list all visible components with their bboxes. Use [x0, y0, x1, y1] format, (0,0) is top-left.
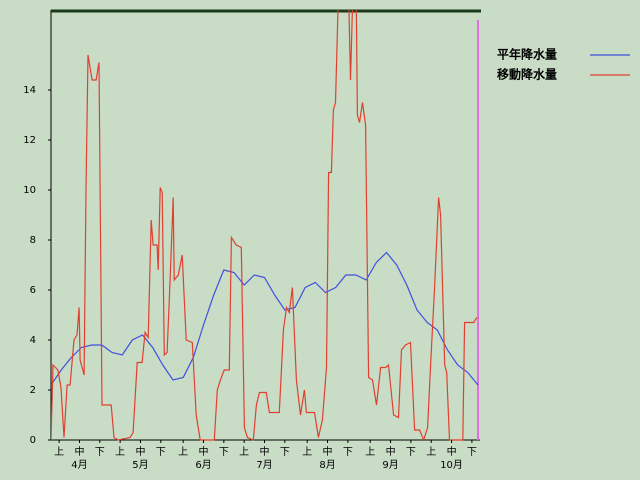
x-tick-label: 中: [447, 445, 457, 458]
y-tick-label: 12: [23, 135, 36, 146]
x-tick-label: 下: [406, 447, 416, 458]
y-tick-label: 4: [30, 335, 36, 346]
series-line: [51, 10, 478, 442]
x-tick-label: 中: [199, 445, 209, 458]
month-label: 9月: [382, 459, 398, 471]
x-tick-label: 上: [239, 446, 249, 458]
y-tick-label: 2: [30, 385, 36, 396]
month-label: 7月: [256, 459, 272, 471]
y-tick-label: 6: [30, 285, 36, 296]
x-tick-label: 上: [302, 446, 312, 458]
x-tick-label: 下: [219, 447, 229, 458]
x-tick-label: 下: [343, 447, 353, 458]
x-tick-label: 上: [54, 446, 64, 458]
x-tick-label: 中: [260, 445, 270, 458]
month-label: 6月: [195, 459, 211, 471]
x-tick-label: 中: [323, 445, 333, 458]
y-tick-label: 10: [23, 185, 36, 196]
x-tick-label: 中: [135, 445, 145, 458]
month-label: 8月: [319, 459, 335, 471]
y-tick-label: 8: [30, 235, 36, 246]
x-tick-label: 上: [426, 446, 436, 458]
x-tick-label: 下: [95, 447, 105, 458]
x-tick-label: 下: [156, 447, 166, 458]
y-tick-label: 0: [30, 435, 36, 446]
x-tick-label: 上: [178, 446, 188, 458]
legend-label: 平年降水量: [497, 47, 557, 62]
x-tick-label: 上: [365, 446, 375, 458]
x-tick-label: 下: [280, 447, 290, 458]
x-tick-label: 中: [74, 445, 84, 458]
month-label: 10月: [440, 459, 463, 471]
x-tick-label: 上: [115, 446, 125, 458]
series-line: [51, 251, 479, 386]
month-label: 4月: [71, 459, 87, 471]
legend-label: 移動降水量: [497, 67, 557, 82]
x-tick-label: 下: [467, 447, 477, 458]
month-label: 5月: [132, 459, 148, 471]
y-tick-label: 14: [23, 85, 36, 96]
x-tick-label: 中: [386, 445, 396, 458]
